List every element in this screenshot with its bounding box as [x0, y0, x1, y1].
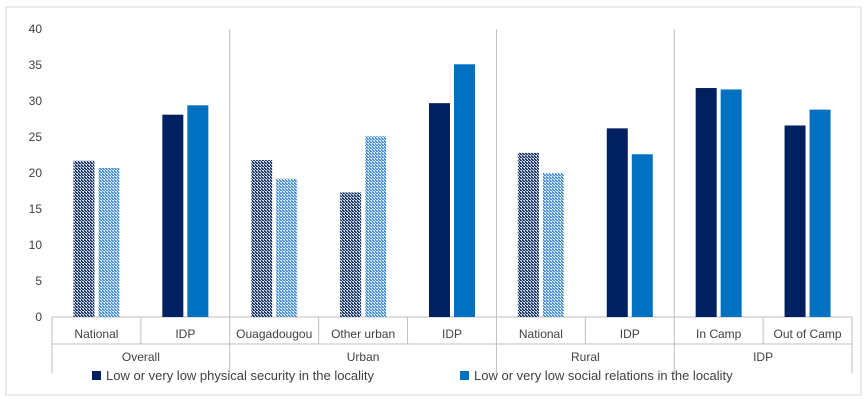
bar-physical-security	[340, 192, 362, 317]
legend-label: Low or very low social relations in the …	[474, 368, 733, 383]
group-label: IDP	[753, 350, 773, 364]
category-label: IDP	[175, 327, 195, 341]
legend-swatch	[460, 371, 469, 380]
category-label: National	[519, 327, 563, 341]
bar-physical-security	[251, 160, 273, 317]
group-label: Urban	[347, 350, 380, 364]
bar-social-relations	[98, 167, 120, 317]
category-label: Other urban	[331, 327, 395, 341]
bar-social-relations	[365, 136, 387, 317]
bar-physical-security	[429, 103, 450, 317]
bar-social-relations	[809, 109, 831, 317]
bar-social-relations	[720, 89, 742, 317]
bar-physical-security	[695, 88, 717, 317]
bar-social-relations	[631, 154, 653, 317]
y-tick-label: 20	[29, 166, 43, 180]
bar-physical-security	[162, 114, 184, 318]
category-label: Out of Camp	[774, 327, 842, 341]
bar-physical-security	[517, 152, 539, 317]
bar-social-relations	[276, 178, 298, 317]
group-label: Overall	[122, 350, 160, 364]
group-label: Rural	[571, 350, 600, 364]
category-label: In Camp	[696, 327, 742, 341]
y-tick-label: 35	[29, 58, 43, 72]
bar-physical-security	[606, 128, 628, 317]
bar-physical-security	[73, 160, 95, 317]
y-tick-label: 0	[35, 310, 42, 324]
legend-label: Low or very low physical security in the…	[106, 368, 375, 383]
y-tick-label: 5	[35, 274, 42, 288]
category-label: National	[74, 327, 118, 341]
category-label: Ouagadougou	[236, 327, 312, 341]
bar-social-relations	[542, 173, 564, 317]
y-tick-label: 15	[29, 202, 43, 216]
category-label: IDP	[442, 327, 462, 341]
legend-swatch	[92, 371, 101, 380]
y-tick-label: 30	[29, 94, 43, 108]
bar-social-relations	[454, 64, 475, 317]
bar-physical-security	[784, 125, 806, 317]
y-tick-label: 40	[29, 22, 43, 36]
bar-social-relations	[187, 105, 209, 317]
y-tick-label: 10	[29, 238, 43, 252]
category-label: IDP	[620, 327, 640, 341]
y-tick-label: 25	[29, 130, 43, 144]
